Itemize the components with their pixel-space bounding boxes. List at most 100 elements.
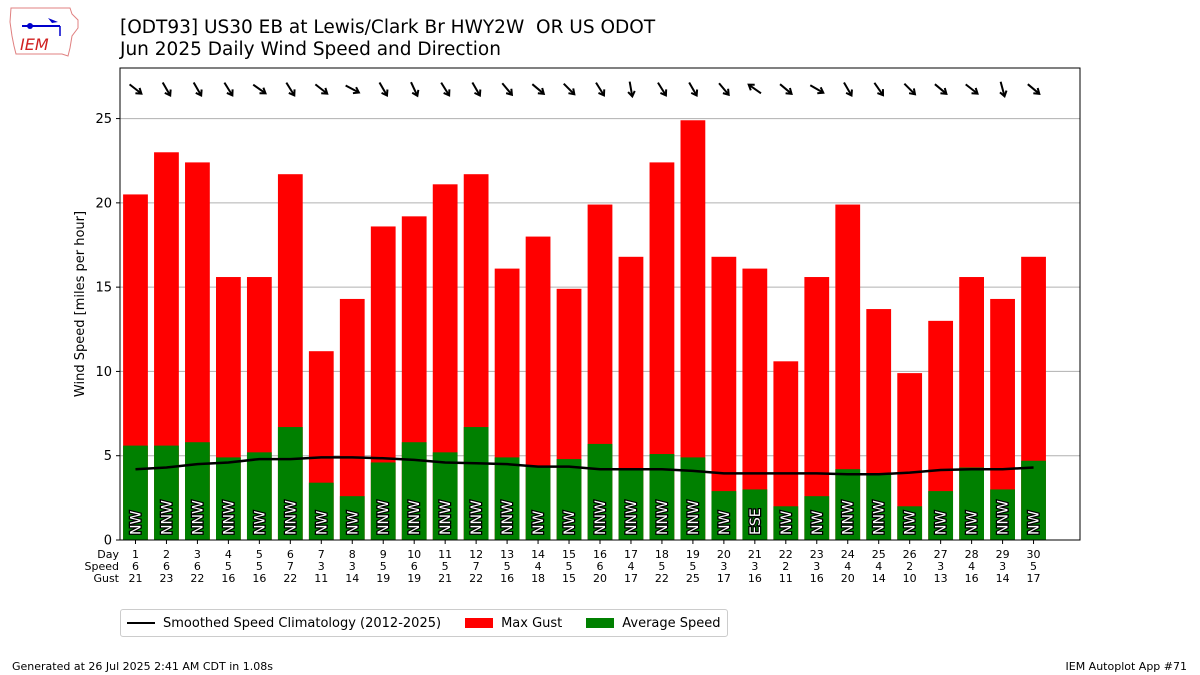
speed-label: 5 [504, 560, 511, 573]
direction-label: NNW [872, 500, 888, 535]
average-speed-bar [308, 482, 334, 540]
speed-label: 5 [442, 560, 449, 573]
average-speed-bar [835, 469, 861, 540]
average-speed-bar [897, 506, 923, 540]
gust-label: 14 [872, 572, 886, 585]
gust-label: 16 [748, 572, 762, 585]
day-label: 24 [841, 548, 855, 561]
direction-label: NW [1027, 511, 1043, 535]
direction-label: NW [903, 511, 919, 535]
average-speed-bar [990, 489, 1015, 540]
average-speed-bar [1021, 460, 1046, 540]
gust-label: 21 [438, 572, 452, 585]
speed-label: 3 [813, 560, 820, 573]
day-label: 20 [717, 548, 731, 561]
wind-direction-arrow [192, 82, 203, 98]
speed-label: 6 [597, 560, 604, 573]
direction-label: NNW [500, 500, 516, 535]
speed-label: 3 [937, 560, 944, 573]
direction-label: NNW [624, 500, 640, 535]
average-speed-bar [556, 459, 582, 540]
gust-label: 16 [810, 572, 824, 585]
average-speed-bar [154, 445, 179, 540]
legend-max-gust: Max Gust [465, 616, 562, 631]
wind-direction-arrow [410, 81, 420, 98]
wind-direction-arrow [223, 82, 234, 97]
average-speed-bar [742, 489, 768, 540]
wind-direction-arrow [128, 83, 143, 95]
gust-label: 20 [593, 572, 607, 585]
day-label: 6 [287, 548, 294, 561]
gust-label: 21 [128, 572, 142, 585]
average-speed-bar [525, 465, 551, 540]
gust-label: 17 [1027, 572, 1041, 585]
gust-label: 16 [252, 572, 266, 585]
wind-direction-arrow [688, 82, 699, 98]
average-speed-bar [185, 442, 210, 540]
y-tick-label: 0 [104, 534, 112, 549]
gust-label: 22 [655, 572, 669, 585]
day-label: 7 [318, 548, 325, 561]
day-label: 2 [163, 548, 170, 561]
day-label: 27 [934, 548, 948, 561]
speed-label: 4 [875, 560, 882, 573]
wind-direction-arrow [965, 83, 979, 95]
direction-label: NNW [469, 500, 485, 535]
day-label: 18 [655, 548, 669, 561]
wind-direction-arrow [934, 83, 948, 95]
y-tick-label: 20 [95, 196, 112, 211]
legend-label: Average Speed [622, 615, 721, 631]
day-label: 17 [624, 548, 638, 561]
gust-label: 25 [686, 572, 700, 585]
gust-label: 18 [531, 572, 545, 585]
gust-label: 19 [376, 572, 390, 585]
day-label: 30 [1027, 548, 1041, 561]
speed-label: 5 [689, 560, 696, 573]
plot-frame [119, 67, 1081, 541]
speed-label: 3 [751, 560, 758, 573]
generated-timestamp: Generated at 26 Jul 2025 2:41 AM CDT in … [12, 660, 273, 673]
direction-label: NNW [159, 500, 175, 535]
average-speed-bar [370, 462, 396, 540]
row-label: Day [97, 548, 119, 561]
gust-label: 22 [283, 572, 297, 585]
direction-label: NNW [376, 500, 392, 535]
climatology-line [135, 456, 1034, 476]
speed-label: 6 [132, 560, 139, 573]
average-speed-bar [123, 445, 148, 540]
average-speed-bar [711, 491, 737, 540]
day-label: 25 [872, 548, 886, 561]
average-speed-bar [246, 452, 272, 540]
day-label: 8 [349, 548, 356, 561]
gust-label: 22 [469, 572, 483, 585]
wind-direction-arrow [378, 82, 389, 98]
day-label: 15 [562, 548, 576, 561]
wind-direction-arrow [501, 82, 514, 97]
gust-label: 17 [624, 572, 638, 585]
wind-direction-arrow [563, 82, 576, 96]
speed-label: 4 [844, 560, 851, 573]
speed-label: 7 [473, 560, 480, 573]
y-tick-label: 15 [95, 281, 112, 296]
y-tick-label: 25 [95, 112, 112, 127]
direction-label: NW [314, 511, 330, 535]
average-speed-bar [463, 427, 489, 540]
legend-average-speed: Average Speed [586, 615, 721, 631]
speed-label: 3 [349, 560, 356, 573]
wind-direction-arrow [718, 82, 730, 97]
speed-label: 5 [380, 560, 387, 573]
row-label: Gust [93, 572, 119, 585]
gust-label: 11 [314, 572, 328, 585]
average-speed-bar [432, 452, 458, 540]
wind-direction-arrow [903, 82, 917, 96]
wind-direction-arrow [471, 82, 482, 98]
direction-label: NNW [407, 500, 423, 535]
direction-label: NNW [221, 500, 237, 535]
wind-direction-arrow [873, 82, 885, 97]
average-speed-bar [216, 457, 241, 540]
average-speed-bar [618, 469, 644, 540]
legend-climatology: Smoothed Speed Climatology (2012-2025) [127, 616, 441, 631]
average-speed-bar [277, 427, 303, 540]
speed-label: 5 [566, 560, 573, 573]
wind-direction-arrow [285, 82, 296, 97]
